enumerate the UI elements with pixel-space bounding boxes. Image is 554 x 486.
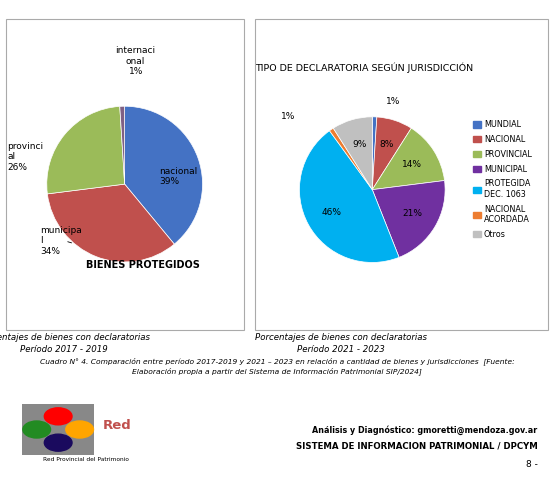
Legend: MUNDIAL, NACIONAL, PROVINCIAL, MUNICIPAL, PROTEGIDA
DEC. 1063, NACIONAL
ACORDADA: MUNDIAL, NACIONAL, PROVINCIAL, MUNICIPAL…	[470, 117, 535, 242]
Circle shape	[44, 434, 72, 451]
Text: Porcentajes de bienes con declaratorias
Período 2017 - 2019: Porcentajes de bienes con declaratorias …	[0, 333, 150, 354]
Text: 46%: 46%	[321, 208, 341, 217]
Text: TIPO DE DECLARATORIA SEGÚN JURISDICCIÓN: TIPO DE DECLARATORIA SEGÚN JURISDICCIÓN	[255, 63, 473, 73]
Circle shape	[23, 421, 50, 438]
Text: municipa
l
34%: municipa l 34%	[40, 226, 82, 256]
Text: SISTEMA DE INFORMACION PATRIMONIAL / DPCYM: SISTEMA DE INFORMACION PATRIMONIAL / DPC…	[296, 442, 537, 451]
Text: internaci
onal
1%: internaci onal 1%	[116, 46, 156, 76]
Text: Cuadro N° 4. Comparación entre período 2017-2019 y 2021 – 2023 en relación a can: Cuadro N° 4. Comparación entre período 2…	[40, 357, 514, 365]
Text: Elaboración propia a partir del Sistema de Información Patrimonial SIP/2024]: Elaboración propia a partir del Sistema …	[132, 367, 422, 375]
Wedge shape	[120, 106, 125, 184]
Wedge shape	[47, 106, 125, 194]
Text: 21%: 21%	[403, 209, 423, 218]
Wedge shape	[372, 117, 377, 190]
Text: Porcentajes de bienes con declaratorias
Período 2021 - 2023: Porcentajes de bienes con declaratorias …	[255, 333, 427, 354]
Wedge shape	[372, 128, 444, 190]
Text: BIENES PROTEGIDOS: BIENES PROTEGIDOS	[86, 260, 200, 270]
Circle shape	[44, 408, 72, 425]
Circle shape	[66, 421, 94, 438]
Text: 14%: 14%	[402, 160, 422, 169]
Text: Red: Red	[102, 419, 131, 432]
Text: provinci
al
26%: provinci al 26%	[7, 142, 44, 172]
Text: 9%: 9%	[352, 140, 366, 149]
Text: Análisis y Diagnóstico: gmoretti@mendoza.gov.ar: Análisis y Diagnóstico: gmoretti@mendoza…	[312, 425, 537, 435]
Wedge shape	[125, 106, 203, 244]
Wedge shape	[330, 128, 372, 190]
Wedge shape	[372, 180, 445, 258]
Wedge shape	[372, 117, 411, 190]
Wedge shape	[300, 131, 399, 262]
Text: 8%: 8%	[379, 140, 394, 150]
Text: nacional
39%: nacional 39%	[160, 167, 198, 187]
Text: 1%: 1%	[386, 97, 401, 106]
Text: 1%: 1%	[280, 112, 295, 122]
Text: 8 -: 8 -	[526, 460, 537, 469]
Wedge shape	[334, 117, 372, 190]
FancyBboxPatch shape	[22, 404, 94, 455]
Wedge shape	[48, 184, 175, 262]
Text: Red Provincial del Patrimonio: Red Provincial del Patrimonio	[43, 457, 129, 462]
